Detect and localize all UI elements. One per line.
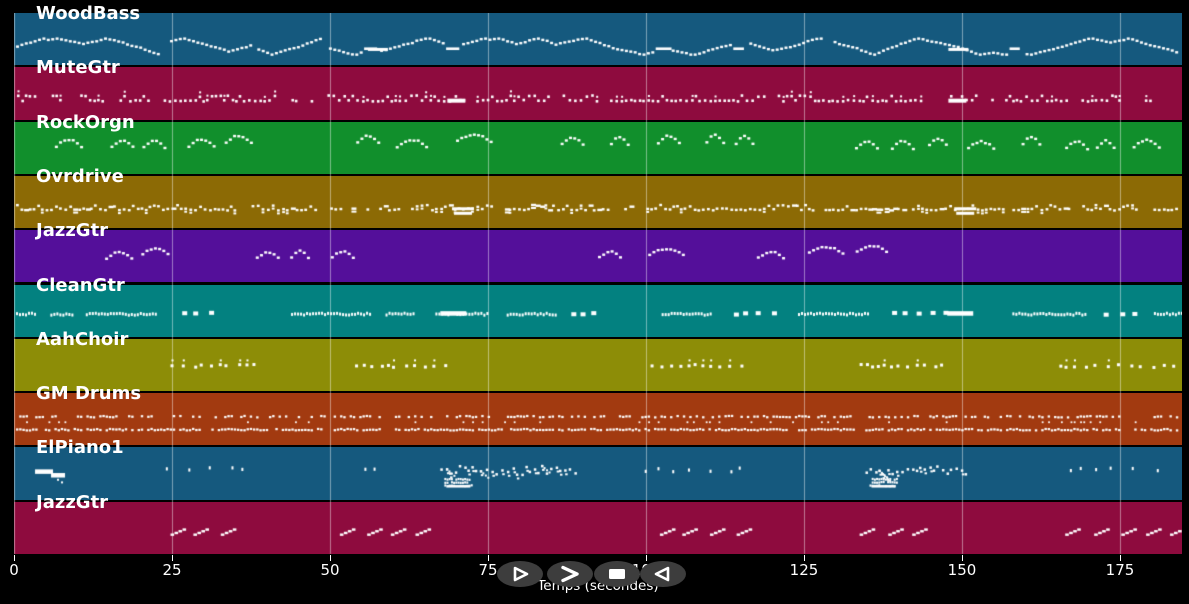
tick-mark <box>487 555 489 561</box>
track-label: JazzGtr <box>36 491 109 513</box>
track-label: RockOrgn <box>36 111 135 133</box>
track-band: MuteGtr <box>14 57 1182 120</box>
tick-mark <box>13 555 15 561</box>
tick-label: 50 <box>320 561 340 579</box>
track-label: MuteGtr <box>36 57 120 79</box>
tick-mark <box>645 555 647 561</box>
track-band: GM Drums <box>14 383 1182 446</box>
track-band: CleanGtr <box>14 275 1182 337</box>
tick-mark <box>1119 555 1121 561</box>
greater-than-icon <box>561 565 579 583</box>
stop-button[interactable] <box>594 561 640 587</box>
play-forward-button[interactable] <box>497 561 543 587</box>
track-band: WoodBass <box>14 3 1182 66</box>
play-outline-icon <box>513 566 529 582</box>
play-backward-button[interactable] <box>640 561 686 587</box>
play-reverse-outline-icon <box>654 566 670 582</box>
track-label: AahChoir <box>36 328 129 350</box>
track-band: AahChoir <box>14 329 1182 392</box>
track-label: ElPiano1 <box>36 437 124 459</box>
track-label: WoodBass <box>36 3 141 24</box>
tick-label: 25 <box>162 561 182 579</box>
tick-mark <box>171 555 173 561</box>
stop-square-icon <box>609 569 625 579</box>
track-band: RockOrgn <box>14 112 1182 174</box>
tick-label: 125 <box>789 561 819 579</box>
tick-label: 75 <box>478 561 498 579</box>
tick-label: 150 <box>947 561 977 579</box>
fast-forward-button[interactable] <box>547 561 593 587</box>
tick-mark <box>803 555 805 561</box>
tick-mark <box>329 555 331 561</box>
tick-mark <box>961 555 963 561</box>
track-band: JazzGtr <box>14 492 1182 554</box>
track-band: ElPiano1 <box>14 437 1182 500</box>
tick-label: 0 <box>9 561 19 579</box>
track-band: Ovrdrive <box>14 166 1182 229</box>
track-label: CleanGtr <box>36 274 125 296</box>
track-label: JazzGtr <box>36 220 109 242</box>
tick-label: 175 <box>1105 561 1135 579</box>
track-label: Ovrdrive <box>36 165 124 187</box>
track-band: JazzGtr <box>14 220 1182 283</box>
track-label: GM Drums <box>36 383 142 405</box>
